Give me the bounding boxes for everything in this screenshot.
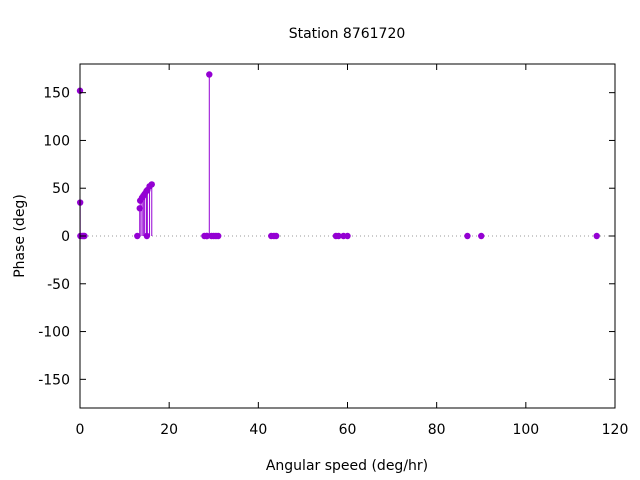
- x-tick-label: 0: [76, 422, 85, 438]
- x-tick-label: 20: [160, 422, 178, 438]
- data-point: [206, 71, 213, 78]
- y-tick-label: 0: [61, 229, 70, 245]
- data-point: [344, 232, 351, 240]
- x-tick-label: 80: [428, 422, 446, 438]
- chart-title: Station 8761720: [289, 26, 406, 42]
- y-tick-label: -150: [38, 372, 70, 388]
- data-point: [464, 232, 471, 240]
- data-point: [136, 205, 143, 212]
- y-axis: -150 -100 -50 0 50 100 150: [38, 86, 615, 388]
- data-point: [272, 232, 280, 240]
- data-point: [478, 232, 485, 240]
- data-point: [143, 232, 151, 240]
- point-series: [76, 71, 600, 240]
- data-point: [215, 232, 222, 240]
- data-point: [203, 232, 211, 240]
- x-tick-label: 60: [339, 422, 357, 438]
- y-tick-label: 150: [43, 86, 70, 102]
- y-tick-label: -100: [38, 325, 70, 341]
- y-axis-label: Phase (deg): [12, 194, 28, 278]
- y-tick-label: -50: [47, 277, 70, 293]
- x-tick-label: 100: [512, 422, 539, 438]
- x-axis-label: Angular speed (deg/hr): [266, 458, 428, 474]
- x-tick-label: 40: [249, 422, 267, 438]
- x-axis: 0 20 40 60 80 100 120: [76, 64, 629, 438]
- y-tick-label: 100: [43, 133, 70, 149]
- data-point: [134, 232, 141, 240]
- data-point: [148, 181, 155, 188]
- y-tick-label: 50: [52, 181, 70, 197]
- x-tick-label: 120: [602, 422, 629, 438]
- data-point: [335, 232, 342, 240]
- data-point: [593, 232, 600, 240]
